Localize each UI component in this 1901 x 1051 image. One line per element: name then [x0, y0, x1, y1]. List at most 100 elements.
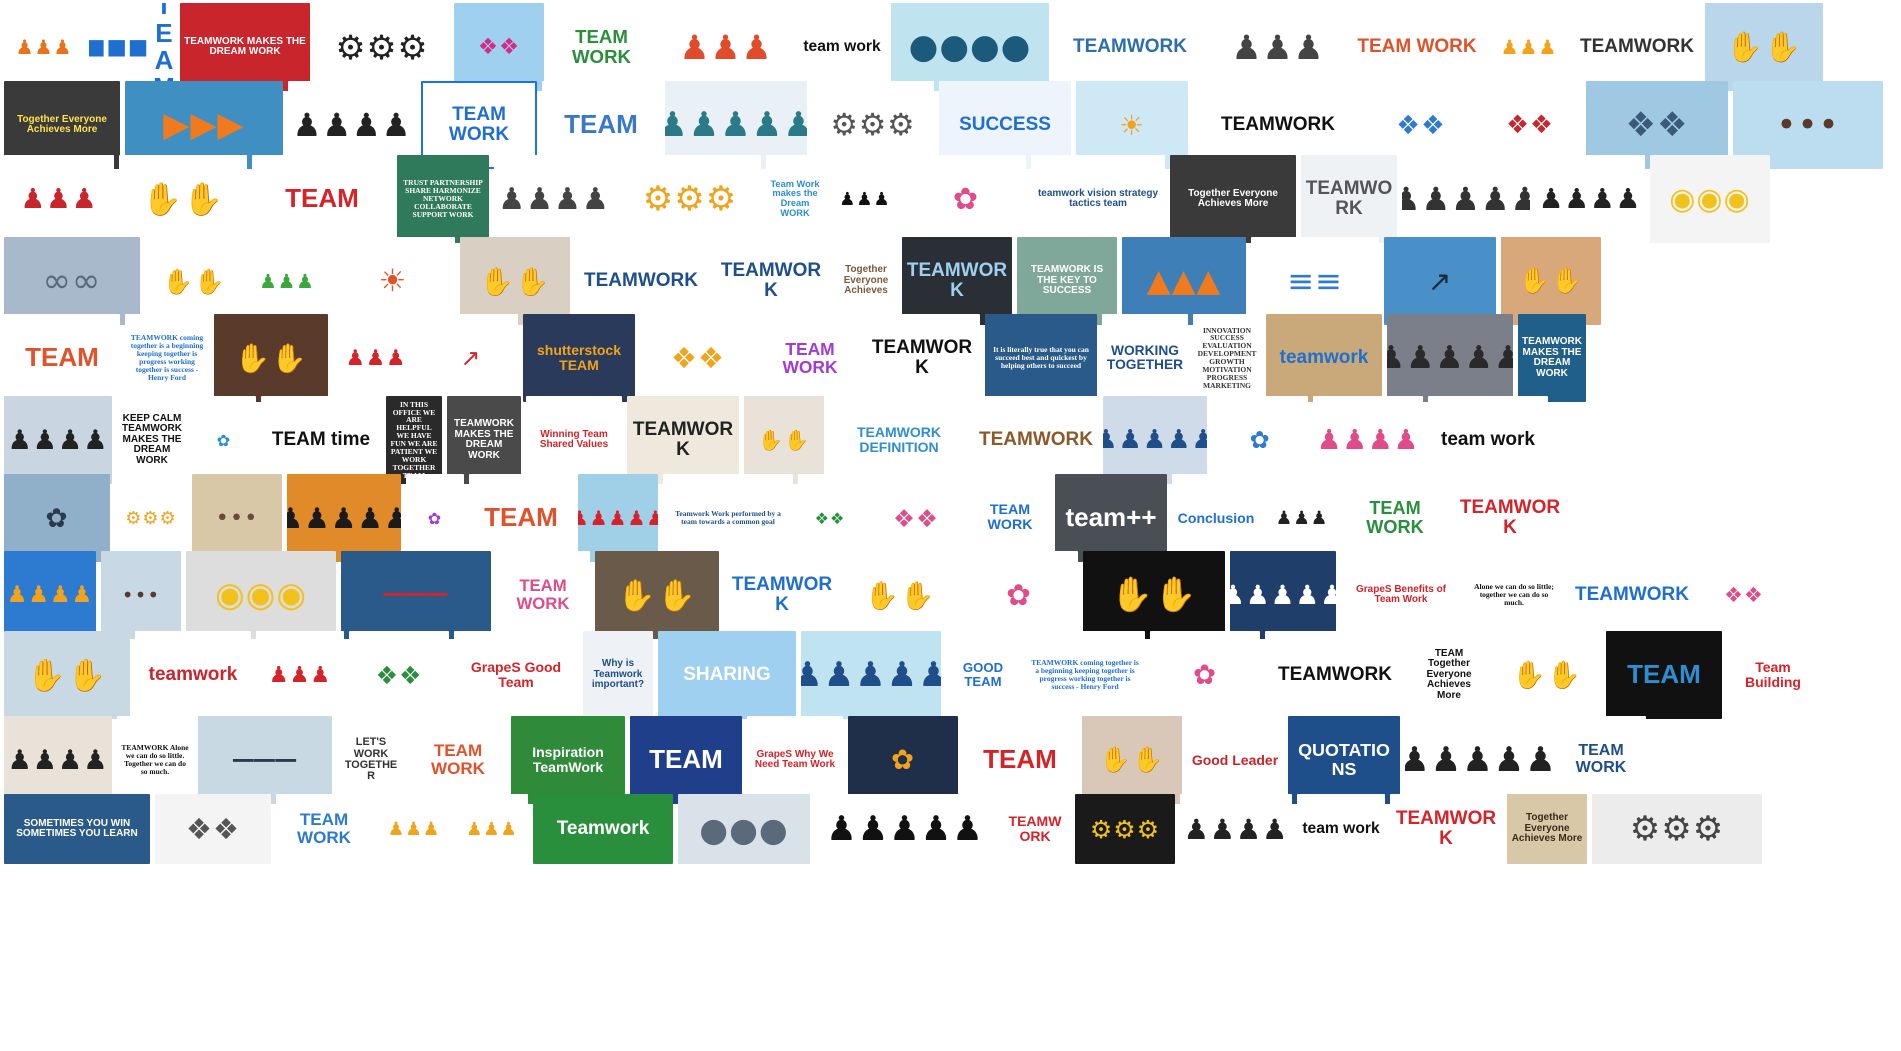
image-thumbnail[interactable]: Winning Team Shared Values [526, 396, 622, 484]
image-thumbnail[interactable]: ✋✋ [1493, 631, 1601, 719]
image-thumbnail[interactable]: ◉◉◉ [1650, 155, 1770, 243]
image-thumbnail[interactable]: TEAMWORK [1390, 794, 1502, 864]
image-thumbnail[interactable]: Good Leader [1187, 716, 1283, 804]
image-thumbnail[interactable]: ••• [101, 551, 181, 639]
image-thumbnail[interactable]: ♟♟♟♟♟ [1402, 155, 1530, 243]
image-thumbnail[interactable]: GrapeS Why We Need Team Work [747, 716, 843, 804]
image-thumbnail[interactable]: ⚙⚙⚙ [115, 474, 187, 562]
image-thumbnail[interactable]: ✋✋ [119, 155, 247, 243]
image-thumbnail[interactable]: ●●●● [891, 3, 1049, 91]
image-thumbnail[interactable]: TEAMWORK [1574, 3, 1700, 91]
image-thumbnail[interactable]: TEAM WORK [276, 794, 372, 864]
image-thumbnail[interactable]: ✋✋ [1083, 551, 1225, 639]
image-thumbnail[interactable]: TEAM WORK [1556, 716, 1646, 804]
image-thumbnail[interactable]: ♟♟♟ [1211, 3, 1345, 91]
image-thumbnail[interactable]: ❖❖ [1479, 81, 1581, 169]
image-thumbnail[interactable]: team++ [1055, 474, 1167, 562]
image-thumbnail[interactable]: ✿ [848, 716, 958, 804]
image-thumbnail[interactable]: SOMETIMES YOU WIN SOMETIMES YOU LEARN [4, 794, 150, 864]
image-thumbnail[interactable]: TRUST PARTNERSHIP SHARE HARMONIZE NETWOR… [397, 155, 489, 243]
image-thumbnail[interactable]: ♟♟♟ [1489, 3, 1569, 91]
image-thumbnail[interactable]: TEAM WORK [1344, 474, 1446, 562]
image-thumbnail[interactable]: TEAMWORK DEFINITION [829, 396, 969, 484]
image-thumbnail[interactable]: It is literally true that you can succee… [985, 314, 1097, 402]
image-thumbnail[interactable]: Team Building [1727, 631, 1819, 719]
image-thumbnail[interactable]: Alone we can do so little; together we c… [1466, 551, 1562, 639]
image-thumbnail[interactable]: TEAMWORK MAKES THE DREAM WORK [180, 3, 310, 91]
image-thumbnail[interactable]: TEAMWORK [1000, 794, 1070, 864]
image-thumbnail[interactable]: ⚙⚙⚙ [315, 3, 449, 91]
image-thumbnail[interactable]: ❖❖ [867, 474, 965, 562]
image-thumbnail[interactable]: ♟♟♟♟ [4, 716, 112, 804]
image-thumbnail[interactable]: ■■■TEAM [89, 3, 175, 91]
image-thumbnail[interactable]: ✋✋ [1501, 237, 1601, 325]
image-thumbnail[interactable]: ─── [341, 551, 491, 639]
image-thumbnail[interactable]: KEEP CALM TEAMWORK MAKES THE DREAM WORK [117, 396, 187, 484]
image-thumbnail[interactable]: TEAM time [261, 396, 381, 484]
image-thumbnail[interactable]: TEAM Together Everyone Achieves More [1410, 631, 1488, 719]
image-thumbnail[interactable]: ❖❖ [155, 794, 271, 864]
image-thumbnail[interactable]: ♟♟♟♟♟ [1405, 716, 1551, 804]
image-thumbnail[interactable]: ✿ [192, 396, 256, 484]
image-thumbnail[interactable]: ♟♟♟♟♟ [665, 81, 807, 169]
image-thumbnail[interactable]: ♟♟♟♟ [1313, 396, 1423, 484]
image-thumbnail[interactable]: TEAMWORK IS THE KEY TO SUCCESS [1017, 237, 1117, 325]
image-thumbnail[interactable]: team work [1428, 396, 1548, 484]
image-thumbnail[interactable]: TEAM [252, 155, 392, 243]
image-thumbnail[interactable]: ✋✋ [1705, 3, 1823, 91]
image-thumbnail[interactable]: ♟♟♟♟♟ [287, 474, 401, 562]
image-thumbnail[interactable]: ♟♟♟♟ [4, 396, 112, 484]
image-thumbnail[interactable]: TEAM [4, 314, 120, 402]
image-thumbnail[interactable]: ☀ [331, 237, 455, 325]
image-thumbnail[interactable]: TEAM [630, 716, 742, 804]
image-thumbnail[interactable]: Team Work makes the Dream WORK [766, 155, 824, 243]
image-thumbnail[interactable]: ✿ [1212, 396, 1308, 484]
image-thumbnail[interactable]: shutterstock TEAM [523, 314, 635, 402]
image-thumbnail[interactable]: ♟♟♟♟ [4, 551, 96, 639]
image-thumbnail[interactable]: TEAMWORK [1193, 81, 1363, 169]
image-thumbnail[interactable]: team work [798, 3, 886, 91]
image-thumbnail[interactable]: ✋✋ [595, 551, 719, 639]
image-thumbnail[interactable]: TEAM WORK [1350, 3, 1484, 91]
image-thumbnail[interactable]: TEAMWORK MAKES THE DREAM WORK [447, 396, 521, 484]
image-thumbnail[interactable]: Together Everyone Achieves [835, 237, 897, 325]
image-thumbnail[interactable]: ✋✋ [4, 631, 130, 719]
image-thumbnail[interactable]: GOOD TEAM [946, 631, 1020, 719]
image-thumbnail[interactable]: TEAM WORK [970, 474, 1050, 562]
image-thumbnail[interactable]: TEAM [542, 81, 660, 169]
image-thumbnail[interactable]: ❖❖ [1368, 81, 1474, 169]
image-thumbnail[interactable]: TEAMWORK [1301, 155, 1397, 243]
image-thumbnail[interactable]: GrapeS Benefits of Team Work [1341, 551, 1461, 639]
image-thumbnail[interactable]: TEAMWORK [1265, 631, 1405, 719]
image-thumbnail[interactable]: ∞∞ [4, 237, 140, 325]
image-thumbnail[interactable]: ≡≡ [1251, 237, 1379, 325]
image-thumbnail[interactable]: ✋✋ [744, 396, 824, 484]
image-thumbnail[interactable]: WORKING TOGETHER [1102, 314, 1188, 402]
image-thumbnail[interactable]: ♟♟♟♟ [494, 155, 614, 243]
image-thumbnail[interactable]: ❖❖ [454, 3, 544, 91]
image-thumbnail[interactable]: ▲▲▲ [1122, 237, 1246, 325]
image-thumbnail[interactable]: LET'S WORK TOGETHER [337, 716, 405, 804]
image-thumbnail[interactable]: TEAMWORK [902, 237, 1012, 325]
image-thumbnail[interactable]: TEAMWORK [712, 237, 830, 325]
image-thumbnail[interactable]: ↗ [1384, 237, 1496, 325]
image-thumbnail[interactable]: ▶▶▶ [125, 81, 283, 169]
image-thumbnail[interactable]: TEAMWORK coming together is a beginning … [1025, 631, 1145, 719]
image-thumbnail[interactable]: INNOVATION SUCCESS EVALUATION DEVELOPMEN… [1193, 314, 1261, 402]
image-thumbnail[interactable]: teamwork [135, 631, 251, 719]
image-thumbnail[interactable]: Why is Teamwork important? [583, 631, 653, 719]
image-thumbnail[interactable]: TEAMWORK [864, 314, 980, 402]
image-thumbnail[interactable]: ✿ [406, 474, 464, 562]
image-thumbnail[interactable]: Together Everyone Achieves More [4, 81, 120, 169]
image-thumbnail[interactable]: TEAM WORK [761, 314, 859, 402]
image-thumbnail[interactable]: TEAMWORK [974, 396, 1098, 484]
image-thumbnail[interactable]: ✋✋ [145, 237, 243, 325]
image-thumbnail[interactable]: TEAM WORK [496, 551, 590, 639]
image-thumbnail[interactable]: ♟♟♟♟ [1535, 155, 1645, 243]
image-thumbnail[interactable]: ❖❖ [349, 631, 449, 719]
image-thumbnail[interactable]: ♟♟♟ [256, 631, 344, 719]
image-thumbnail[interactable]: ⚙⚙⚙ [812, 81, 934, 169]
image-thumbnail[interactable]: TEAM WORK [410, 716, 506, 804]
image-thumbnail[interactable]: ●●● [678, 794, 810, 864]
image-thumbnail[interactable]: ◉◉◉ [186, 551, 336, 639]
